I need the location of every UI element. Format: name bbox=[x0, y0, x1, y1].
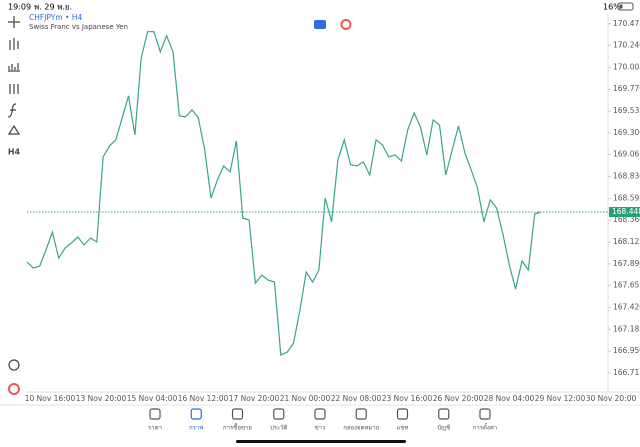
tab-icon[interactable] bbox=[396, 408, 409, 420]
status-date: พ. 29 พ.ย. bbox=[34, 3, 72, 12]
y-tick-label: 170.240 bbox=[613, 41, 640, 50]
y-tick-label: 167.890 bbox=[613, 259, 640, 268]
x-tick-label: 10 Nov 16:00 bbox=[25, 394, 76, 403]
status-time: 19:09 bbox=[8, 3, 31, 12]
tab-icon[interactable] bbox=[149, 408, 161, 420]
tab-label[interactable]: แชท bbox=[397, 425, 409, 432]
y-tick-label: 170.475 bbox=[613, 19, 640, 28]
flag-icon bbox=[340, 19, 352, 30]
tab-label[interactable]: กราฟ bbox=[189, 425, 203, 432]
tab-label[interactable]: ประวัติ bbox=[270, 425, 288, 432]
x-tick-label: 15 Nov 04:00 bbox=[127, 394, 178, 403]
x-tick-label: 30 Nov 20:00 bbox=[586, 394, 637, 403]
tab-icon[interactable] bbox=[190, 408, 202, 420]
current-price-box bbox=[609, 207, 640, 218]
flag-icon bbox=[314, 20, 326, 29]
tab-icon[interactable] bbox=[273, 408, 285, 420]
tab-label[interactable]: บัญชี bbox=[437, 424, 450, 432]
tab-label[interactable]: ข่าว bbox=[315, 425, 326, 432]
tab-icon[interactable] bbox=[479, 408, 491, 420]
y-tick-label: 169.300 bbox=[613, 128, 640, 137]
y-tick-label: 167.185 bbox=[613, 324, 640, 333]
status-battery: 16% bbox=[603, 3, 621, 12]
x-tick-label: 17 Nov 20:00 bbox=[229, 394, 280, 403]
timeframe[interactable]: H4 bbox=[8, 148, 21, 157]
x-tick-label: 21 Nov 00:00 bbox=[280, 394, 331, 403]
chart: 170.475 170.240 170.005 169.770 169.535 169.3… bbox=[25, 19, 640, 403]
battery-level bbox=[619, 4, 623, 9]
crosshair-tool[interactable] bbox=[8, 16, 20, 28]
x-tick-label: 13 Nov 20:00 bbox=[76, 394, 127, 403]
y-tick-label: 168.360 bbox=[613, 215, 640, 224]
y-tick-label: 169.770 bbox=[613, 84, 640, 93]
left-toolbar: H4 bbox=[7, 16, 21, 395]
tab-icon[interactable] bbox=[231, 408, 244, 420]
symbol-description: Swiss Franc vs Japanese Yen bbox=[29, 23, 128, 31]
tab-icon[interactable] bbox=[438, 408, 450, 420]
tab-label[interactable]: การซื้อขาย bbox=[223, 422, 252, 432]
home-indicator bbox=[236, 440, 406, 443]
x-tick-label: 28 Nov 04:00 bbox=[484, 394, 535, 403]
x-tick-label: 29 Nov 12:00 bbox=[535, 394, 586, 403]
broker-icon[interactable] bbox=[8, 383, 20, 395]
tab-label[interactable]: กล่องจดหมาย bbox=[343, 425, 379, 432]
x-tick-label: 23 Nov 16:00 bbox=[382, 394, 433, 403]
tab-bar: ราคา กราฟ การซื้อขาย ประวัติ ข่าว กล่องจดหมาย… bbox=[148, 408, 497, 432]
indicators-tool[interactable] bbox=[8, 63, 20, 72]
x-tick-label: 16 Nov 12:00 bbox=[178, 394, 229, 403]
price-line bbox=[26, 31, 542, 356]
tab-icon[interactable] bbox=[314, 408, 326, 420]
tab-label[interactable]: การตั้งค่า bbox=[473, 422, 497, 432]
y-tick-label: 166.715 bbox=[613, 368, 640, 377]
y-tick-label: 169.065 bbox=[613, 150, 640, 159]
y-tick-label: 166.950 bbox=[613, 346, 640, 355]
y-tick-label: 169.535 bbox=[613, 106, 640, 115]
y-tick-label: 168.125 bbox=[613, 237, 640, 246]
x-tick-label: 22 Nov 08:00 bbox=[331, 394, 382, 403]
battery-icon bbox=[617, 2, 634, 11]
symbol[interactable]: CHFJPYm • H4 bbox=[29, 13, 82, 22]
y-tick-label: 170.005 bbox=[613, 62, 640, 71]
objects-tool[interactable] bbox=[7, 124, 21, 135]
tab-icon[interactable] bbox=[355, 408, 367, 420]
y-tick-label: 167.655 bbox=[613, 281, 640, 290]
candles-tool[interactable] bbox=[9, 38, 19, 50]
settings-tool[interactable] bbox=[9, 84, 19, 94]
x-tick-label: 26 Nov 20:00 bbox=[433, 394, 484, 403]
y-tick-label: 168.595 bbox=[613, 193, 640, 202]
tab-label[interactable]: ราคา bbox=[148, 425, 162, 432]
current-price-label: 168.448 bbox=[612, 207, 640, 216]
y-tick-label: 168.830 bbox=[613, 172, 640, 181]
speed-tool[interactable] bbox=[8, 359, 20, 371]
function-tool[interactable] bbox=[7, 103, 17, 118]
y-tick-label: 167.420 bbox=[613, 302, 640, 311]
